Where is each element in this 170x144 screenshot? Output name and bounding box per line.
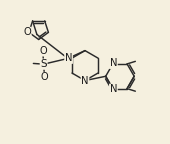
Text: N: N	[81, 76, 89, 86]
Text: O: O	[23, 27, 31, 37]
Text: O: O	[39, 46, 47, 56]
Text: N: N	[110, 58, 117, 68]
Text: O: O	[40, 72, 48, 82]
Text: N: N	[110, 84, 117, 94]
Text: N: N	[65, 53, 72, 63]
Text: S: S	[40, 59, 47, 69]
